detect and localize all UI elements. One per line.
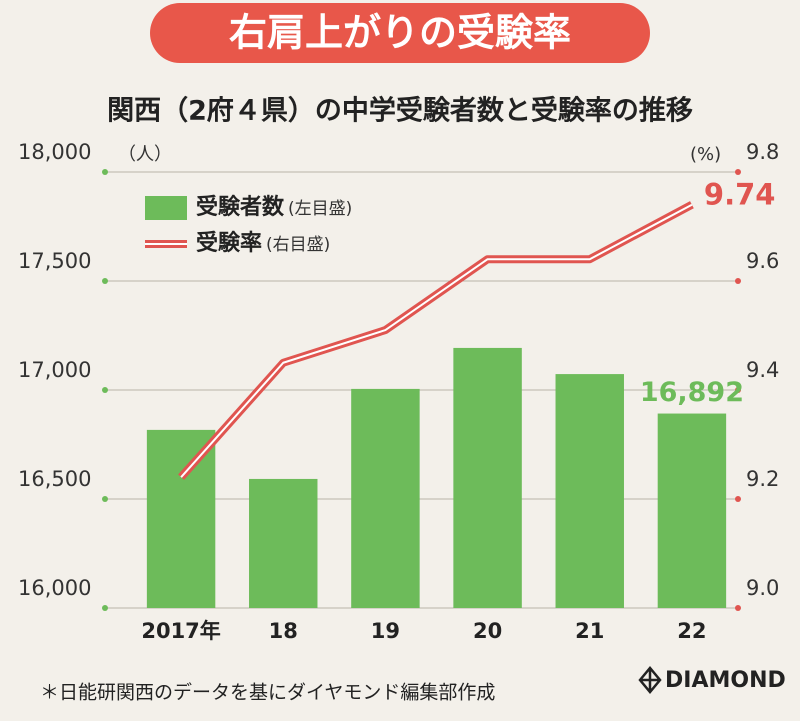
y2-tick-mark: [735, 387, 741, 393]
y2-tick-mark: [735, 605, 741, 611]
y2-tick-label: 9.4: [746, 358, 779, 382]
x-tick-label: 21: [575, 619, 604, 643]
legend-note: (左目盛): [288, 199, 352, 219]
y2-tick-label: 9.0: [746, 576, 779, 600]
y-tick-label: 17,000: [18, 358, 91, 382]
y-tick-label: 16,000: [18, 576, 91, 600]
y-tick-mark: [102, 496, 108, 502]
bar: [249, 478, 318, 608]
y2-tick-mark: [735, 278, 741, 284]
banner: 右肩上がりの受験率: [229, 11, 571, 55]
bar: [657, 413, 727, 608]
y-tick-mark: [102, 169, 108, 175]
x-tick-label: 2017年: [141, 619, 220, 643]
y2-tick-mark: [735, 169, 741, 175]
y-axis-unit: （人）: [118, 144, 172, 165]
line-highlight: [180, 203, 693, 478]
y2-tick-label: 9.8: [746, 140, 779, 164]
line-value-label: 9.74: [704, 178, 776, 212]
legend-label: 受験者数: [196, 194, 285, 220]
y-tick-mark: [102, 605, 108, 611]
legend-note: (右目盛): [266, 235, 330, 255]
chart-title: 関西（2府４県）の中学受験者数と受験率の推移: [107, 95, 693, 127]
bar: [555, 374, 624, 608]
y-tick-mark: [102, 278, 108, 284]
legend-swatch: [145, 196, 187, 220]
legend-label: 受験率: [196, 230, 262, 256]
x-tick-label: 18: [269, 619, 298, 643]
y2-tick-mark: [735, 496, 741, 502]
y-tick-label: 18,000: [18, 140, 91, 164]
banner-box: [150, 3, 650, 63]
y2-axis-unit: (%): [690, 144, 721, 165]
y2-tick-label: 9.2: [746, 467, 779, 491]
y2-tick-label: 9.6: [746, 249, 779, 273]
bar: [351, 388, 420, 608]
y-tick-mark: [102, 387, 108, 393]
bar-value-label: 16,892: [640, 377, 744, 408]
bar: [453, 347, 522, 608]
brand: DIAMOND: [665, 668, 786, 693]
brand-logo: [638, 666, 662, 694]
y-tick-label: 17,500: [18, 249, 91, 273]
x-tick-label: 19: [371, 619, 400, 643]
bar: [146, 429, 216, 608]
x-tick-label: 22: [677, 619, 706, 643]
y-tick-label: 16,500: [18, 467, 91, 491]
footnote: ＊日能研関西のデータを基にダイヤモンド編集部作成: [40, 682, 495, 704]
x-tick-label: 20: [473, 619, 502, 643]
